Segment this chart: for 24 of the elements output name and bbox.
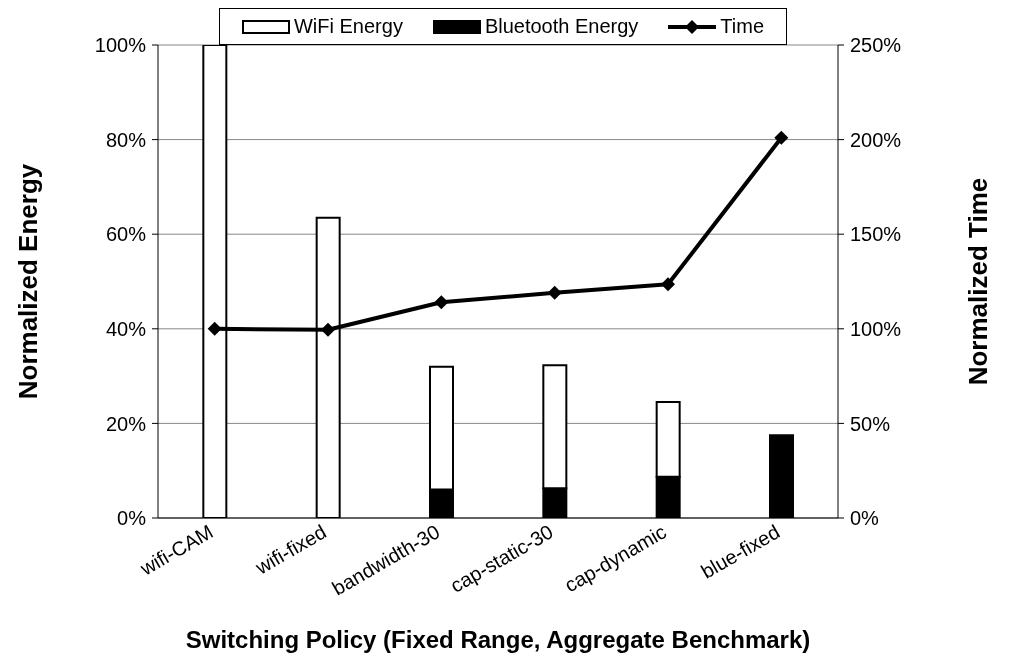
y-tick-label: 20% — [105, 412, 147, 435]
point — [661, 277, 675, 292]
point — [321, 322, 335, 337]
x-axis-title: Switching Policy (Fixed Range, Aggregate Benchmark) — [185, 626, 811, 653]
point — [547, 285, 562, 300]
point — [434, 295, 449, 310]
y-tick-label: 0% — [117, 507, 147, 530]
y2-tick-label: 50% — [850, 412, 891, 435]
y2-tick-label: 0% — [850, 507, 880, 530]
legend-label: WiFi Energy — [292, 15, 403, 38]
y-axis-title: Normalized Energy — [13, 163, 44, 400]
y2-tick-label: 100% — [850, 317, 902, 340]
y2-axis-title: Normalized Time — [963, 177, 994, 386]
y-tick-label: 40% — [105, 317, 147, 340]
legend-label: Bluetooth Energy — [483, 15, 639, 38]
y-tick-label: 100% — [94, 34, 147, 57]
y2-tick-label: 150% — [850, 223, 902, 246]
point — [207, 321, 222, 336]
point — [774, 130, 789, 145]
y-tick-label: 60% — [105, 223, 147, 246]
y2-tick-label: 250% — [850, 34, 902, 57]
legend-label: Time — [719, 15, 765, 38]
y2-tick-label: 200% — [850, 128, 902, 151]
y-tick-label: 80% — [105, 128, 147, 151]
